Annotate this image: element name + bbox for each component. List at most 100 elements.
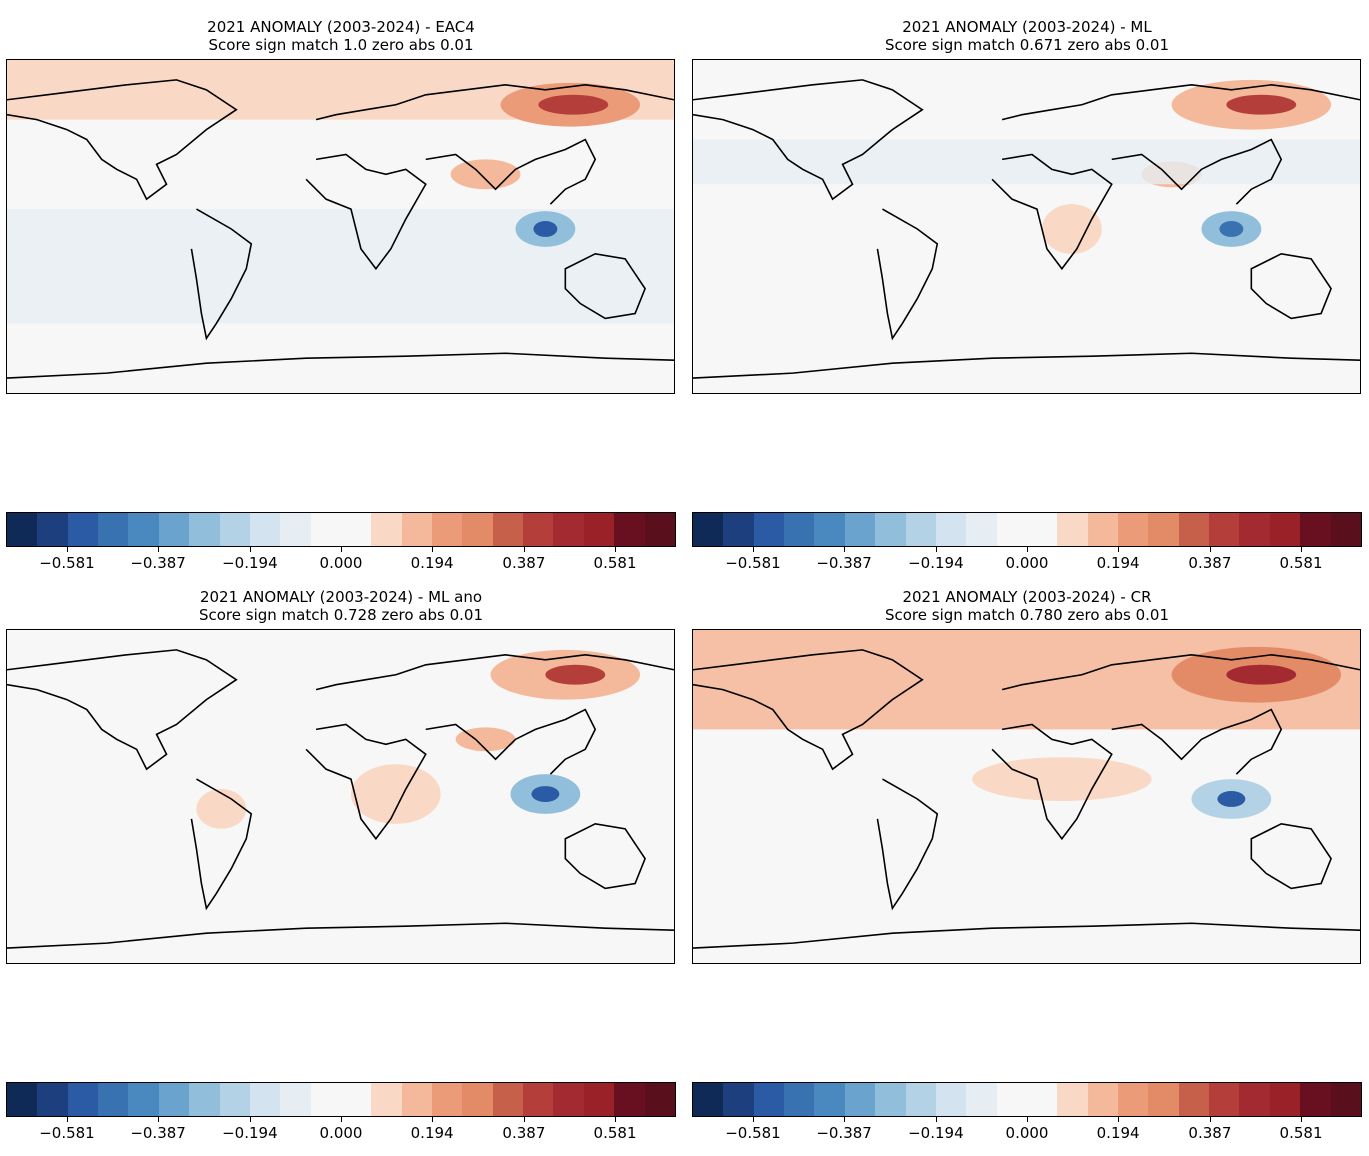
colorbar-segment (1148, 513, 1179, 546)
colorbar-segment (784, 1083, 815, 1116)
colorbar-segment (1330, 1083, 1361, 1116)
colorbar-segment (644, 513, 675, 546)
colorbar-tick (615, 1117, 617, 1122)
colorbar-segment (340, 513, 372, 546)
colorbar-segment (935, 513, 967, 546)
colorbar-segment (844, 1083, 876, 1116)
colorbar-segment (1239, 513, 1270, 546)
colorbar-segment (723, 513, 754, 546)
colorbar-tick-label: 0.000 (319, 554, 363, 572)
colorbar-tick-label: 0.387 (1188, 554, 1232, 572)
colorbar-segment (462, 513, 493, 546)
colorbar-tick (1301, 547, 1303, 552)
colorbar-segment (1239, 1083, 1270, 1116)
map-ml-ano (6, 629, 675, 964)
colorbar-tick-label: −0.581 (725, 554, 781, 572)
colorbar-tick (844, 1117, 846, 1122)
map-ml (692, 59, 1361, 394)
colorbar-2 (692, 512, 1362, 547)
colorbar-segment (966, 1083, 997, 1116)
colorbar-tick (935, 1117, 937, 1122)
panel-title-line1: 2021 ANOMALY (2003-2024) - EAC4 (207, 18, 475, 36)
colorbar-tick (249, 547, 251, 552)
colorbar-segment (67, 1083, 99, 1116)
colorbar-segment (1209, 1083, 1240, 1116)
colorbar-segment (340, 1083, 372, 1116)
colorbar-tick (249, 1117, 251, 1122)
colorbar-tick-label: 0.194 (1096, 554, 1140, 572)
colorbar-tick (935, 547, 937, 552)
colorbar-segment (1057, 1083, 1088, 1116)
colorbar-segment (492, 513, 524, 546)
colorbar-tick (66, 1117, 68, 1122)
colorbar-segment (583, 1083, 615, 1116)
panel-title-line1: 2021 ANOMALY (2003-2024) - ML ano (199, 588, 483, 606)
colorbar-segment (1026, 513, 1058, 546)
colorbar-tick (432, 1117, 434, 1122)
colorbar-segment (814, 1083, 845, 1116)
colorbar-tick-label: −0.194 (222, 554, 278, 572)
colorbar-segment (996, 513, 1027, 546)
colorbar-segment (875, 513, 906, 546)
colorbar-segment (784, 513, 815, 546)
colorbar-segment (553, 513, 584, 546)
colorbar-tick-label: −0.194 (222, 1124, 278, 1142)
colorbar-segment (844, 513, 876, 546)
colorbar-segment (753, 513, 785, 546)
colorbar-tick (523, 547, 525, 552)
colorbar-segment (753, 1083, 785, 1116)
colorbar-segment (1300, 1083, 1331, 1116)
colorbar-segment (1330, 513, 1361, 546)
colorbar-segment (614, 1083, 645, 1116)
colorbar-ticks-3: −0.581 −0.387 −0.194 0.000 0.194 0.387 0.581 (6, 1117, 676, 1142)
colorbar-tick-label: 0.194 (1096, 1124, 1140, 1142)
colorbar-tick (158, 547, 160, 552)
colorbar-1 (6, 512, 676, 547)
colorbar-segment (1118, 513, 1149, 546)
colorbar-segment (7, 1083, 38, 1116)
colorbar-tick-label: 0.581 (1279, 1124, 1323, 1142)
colorbar-tick-label: 0.194 (410, 554, 454, 572)
colorbar-tick-label: 0.387 (1188, 1124, 1232, 1142)
colorbar-segment (1057, 513, 1088, 546)
colorbar-tick-label: −0.581 (725, 1124, 781, 1142)
colorbar-ticks-1: −0.581 −0.387 −0.194 0.000 0.194 0.387 0.581 (6, 547, 676, 572)
colorbar-segment (1178, 513, 1210, 546)
colorbar-tick-label: 0.194 (410, 1124, 454, 1142)
colorbar-ticks-4: −0.581 −0.387 −0.194 0.000 0.194 0.387 0.581 (692, 1117, 1362, 1142)
colorbar-tick-label: 0.387 (502, 1124, 546, 1142)
colorbar-tick-label: 0.581 (1279, 554, 1323, 572)
colorbar-segment (310, 1083, 341, 1116)
colorbar-tick (615, 547, 617, 552)
colorbar-segment (128, 1083, 159, 1116)
colorbar-segment (905, 1083, 936, 1116)
colorbar-tick-label: 0.387 (502, 554, 546, 572)
colorbar-tick-label: 0.581 (593, 554, 637, 572)
colorbar-segment (553, 1083, 584, 1116)
colorbar-4 (692, 1082, 1362, 1117)
colorbar-segment (492, 1083, 524, 1116)
colorbar-segment (310, 513, 341, 546)
colorbar-segment (1026, 1083, 1058, 1116)
colorbar-segment (371, 513, 402, 546)
colorbar-tick (752, 547, 754, 552)
colorbar-tick (341, 547, 342, 552)
colorbar-segment (723, 1083, 754, 1116)
colorbar-tick-label: −0.387 (816, 554, 872, 572)
colorbar-tick (1027, 547, 1028, 552)
colorbar-segment (219, 1083, 250, 1116)
colorbar-tick-label: −0.194 (908, 1124, 964, 1142)
colorbar-segment (401, 513, 433, 546)
colorbar-segment (1300, 513, 1331, 546)
colorbar-segment (219, 513, 250, 546)
map-eac4 (6, 59, 675, 394)
colorbar-segment (432, 513, 463, 546)
colorbar-tick (752, 1117, 754, 1122)
panel-title-line1: 2021 ANOMALY (2003-2024) - CR (902, 588, 1152, 606)
colorbar-segment (996, 1083, 1027, 1116)
colorbar-tick (432, 547, 434, 552)
panel-title-line2: Score sign match 1.0 zero abs 0.01 (208, 36, 474, 54)
colorbar-tick-label: −0.581 (39, 1124, 95, 1142)
colorbar-tick-label: −0.387 (816, 1124, 872, 1142)
colorbar-tick (341, 1117, 342, 1122)
